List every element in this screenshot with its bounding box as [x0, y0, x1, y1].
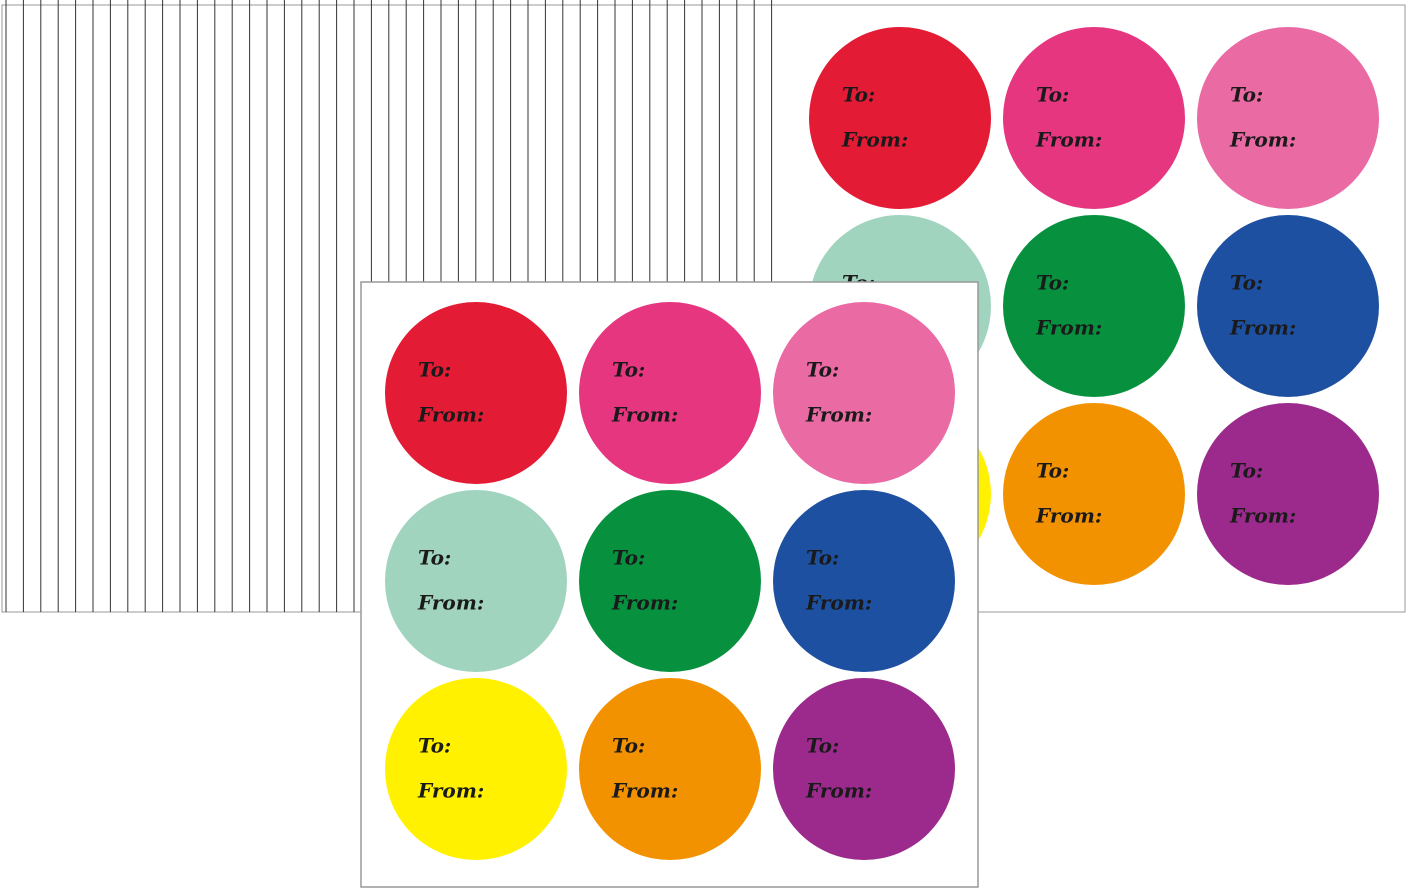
to-label: To: — [806, 734, 839, 758]
to-label: To: — [612, 546, 645, 570]
sticker — [773, 302, 955, 484]
sticker — [1197, 215, 1379, 397]
to-label: To: — [418, 358, 451, 382]
to-label: To: — [1036, 459, 1069, 483]
from-label: From: — [1035, 316, 1102, 340]
from-label: From: — [1035, 128, 1102, 152]
sticker — [579, 490, 761, 672]
to-label: To: — [612, 358, 645, 382]
from-label: From: — [1229, 504, 1296, 528]
to-label: To: — [806, 546, 839, 570]
from-label: From: — [1229, 128, 1296, 152]
from-label: From: — [1229, 316, 1296, 340]
sticker — [773, 490, 955, 672]
from-label: From: — [841, 128, 908, 152]
sticker — [773, 678, 955, 860]
from-label: From: — [611, 591, 678, 615]
sticker — [385, 678, 567, 860]
sticker — [385, 302, 567, 484]
to-label: To: — [1230, 459, 1263, 483]
front-sheet: To: From: To: From: To: From: To: From: To: From:… — [360, 281, 979, 888]
to-label: To: — [1036, 83, 1069, 107]
from-label: From: — [805, 779, 872, 803]
sticker — [579, 302, 761, 484]
from-label: From: — [417, 779, 484, 803]
sticker — [1003, 403, 1185, 585]
from-label: From: — [417, 403, 484, 427]
from-label: From: — [805, 591, 872, 615]
from-label: From: — [805, 403, 872, 427]
to-label: To: — [1036, 271, 1069, 295]
sticker — [809, 27, 991, 209]
sticker — [1197, 403, 1379, 585]
from-label: From: — [1035, 504, 1102, 528]
from-label: From: — [611, 779, 678, 803]
to-label: To: — [418, 546, 451, 570]
sticker — [1197, 27, 1379, 209]
to-label: To: — [1230, 271, 1263, 295]
sticker — [1003, 215, 1185, 397]
sticker — [579, 678, 761, 860]
to-label: To: — [418, 734, 451, 758]
to-label: To: — [806, 358, 839, 382]
from-label: From: — [611, 403, 678, 427]
to-label: To: — [612, 734, 645, 758]
from-label: From: — [417, 591, 484, 615]
to-label: To: — [1230, 83, 1263, 107]
to-label: To: — [842, 83, 875, 107]
sticker — [1003, 27, 1185, 209]
sticker — [385, 490, 567, 672]
